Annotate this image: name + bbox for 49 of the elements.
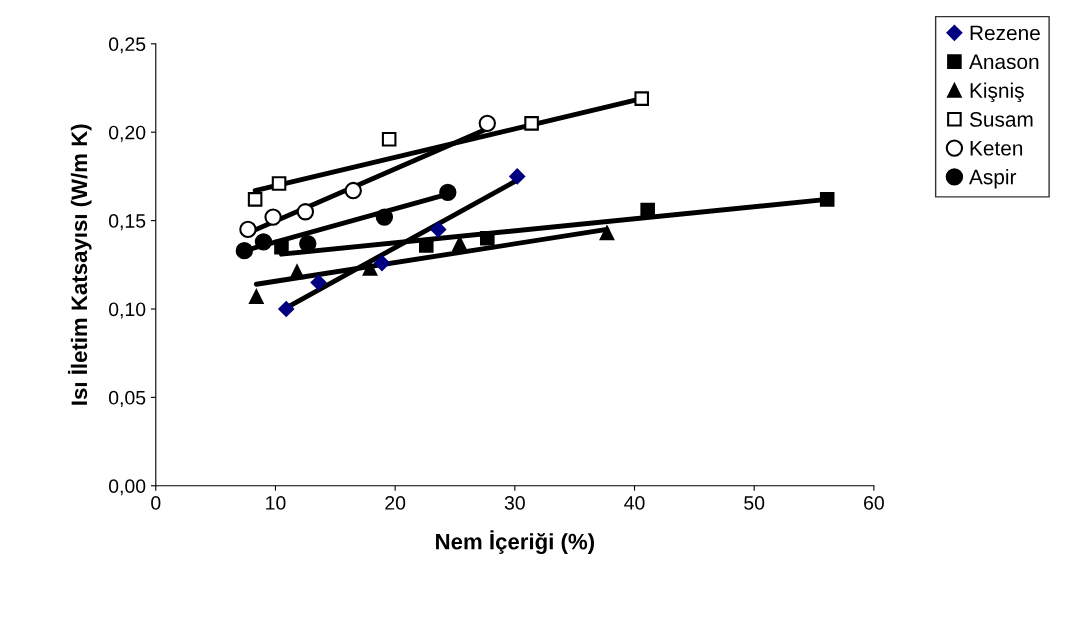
point xyxy=(480,230,495,246)
x-tick-label: 0 xyxy=(151,496,161,510)
point xyxy=(247,192,263,207)
legend-label: Susam xyxy=(969,112,1033,127)
point xyxy=(362,261,378,276)
y-tick-label: 0,15 xyxy=(108,214,146,231)
point xyxy=(344,181,362,200)
point xyxy=(310,274,327,291)
point xyxy=(249,289,264,304)
point xyxy=(524,116,539,131)
point xyxy=(254,233,273,251)
point xyxy=(374,255,390,271)
x-tick-label: 10 xyxy=(266,496,286,510)
point xyxy=(274,239,289,255)
y-tick-label: 0,10 xyxy=(108,302,146,319)
x-tick-label: 50 xyxy=(744,496,765,510)
point xyxy=(264,208,282,226)
legend-label: Keten xyxy=(970,141,1023,156)
point xyxy=(640,202,655,218)
y-tick-label: 0,05 xyxy=(108,390,146,407)
x-tick-label: 30 xyxy=(504,496,525,510)
point xyxy=(430,221,447,238)
point xyxy=(278,301,295,317)
x-tick-label: 40 xyxy=(624,496,645,510)
point xyxy=(478,114,496,133)
point xyxy=(239,220,257,239)
point xyxy=(235,241,254,260)
x-tick-label: 20 xyxy=(385,496,406,510)
y-tick-label: 0,20 xyxy=(108,125,146,142)
point xyxy=(509,168,526,185)
x-tick-label: 60 xyxy=(864,496,884,510)
legend-label: Anason xyxy=(969,54,1039,70)
point xyxy=(271,176,287,191)
point xyxy=(452,236,468,251)
y-axis-title: Isı İletim Katsayısı (W/m K) xyxy=(67,124,92,405)
y-tick-label: 0,25 xyxy=(108,37,146,54)
legend-label: Kişniş xyxy=(970,82,1024,103)
point xyxy=(381,131,397,147)
legend-label: Rezene xyxy=(970,25,1040,41)
point xyxy=(289,264,305,280)
point xyxy=(375,208,394,226)
point xyxy=(634,91,649,106)
point xyxy=(439,183,457,201)
point xyxy=(296,203,315,221)
y-tick-label: 0,00 xyxy=(108,479,146,496)
legend-label: Aspir xyxy=(969,169,1017,189)
point xyxy=(599,225,615,241)
x-axis-title: Nem İçeriği (%) xyxy=(436,530,594,554)
point xyxy=(819,192,835,207)
